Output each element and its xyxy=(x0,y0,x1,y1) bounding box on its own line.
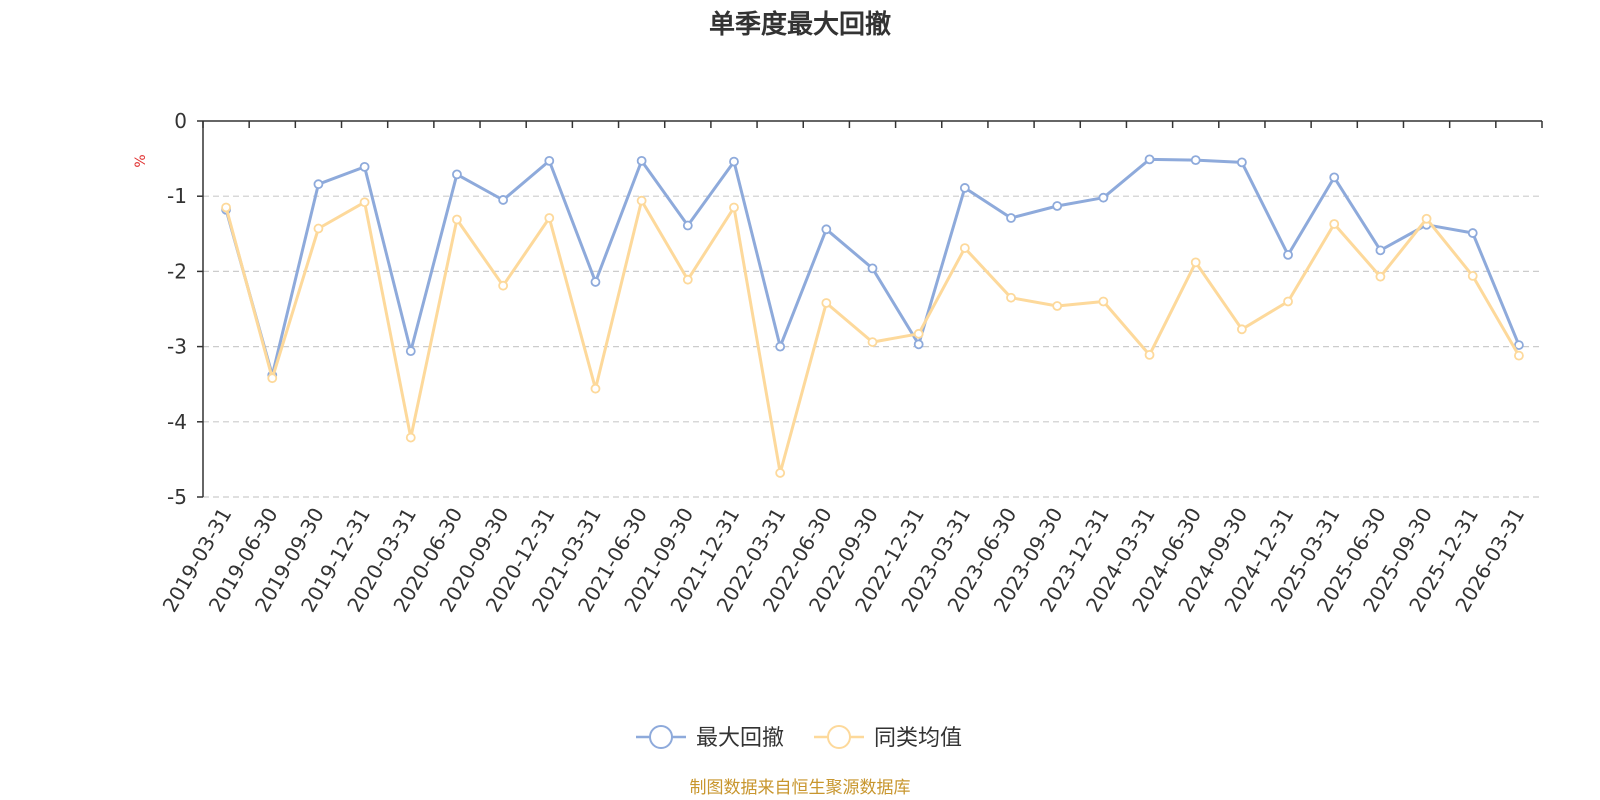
data-point xyxy=(498,195,509,205)
chart-title: 单季度最大回撤 xyxy=(709,9,891,40)
data-point xyxy=(636,195,647,206)
data-point xyxy=(1329,219,1340,229)
data-point xyxy=(1514,340,1524,350)
data-point xyxy=(1144,349,1155,360)
series-line xyxy=(224,199,1521,475)
data-point xyxy=(1144,154,1155,165)
data-point xyxy=(1236,157,1247,168)
y-tick-label: 0 xyxy=(174,109,187,133)
data-point xyxy=(682,220,693,231)
data-point xyxy=(775,341,786,352)
data-point xyxy=(913,339,924,350)
data-point xyxy=(1421,213,1432,224)
y-tick-label: -1 xyxy=(167,184,187,208)
data-point xyxy=(913,328,924,339)
data-point xyxy=(1052,301,1063,311)
data-point xyxy=(1236,324,1247,335)
legend-item[interactable]: 最大回撤 xyxy=(636,725,784,751)
data-point xyxy=(1098,192,1109,203)
data-point xyxy=(1283,296,1293,307)
data-point xyxy=(590,277,601,287)
data-point xyxy=(1098,296,1109,307)
data-point xyxy=(682,274,693,285)
data-point xyxy=(1375,245,1386,256)
legend: 最大回撤 同类均值 xyxy=(636,725,962,751)
data-point xyxy=(359,197,370,208)
data-point xyxy=(498,280,509,291)
data-point xyxy=(1006,213,1016,223)
data-point xyxy=(359,161,370,172)
data-point xyxy=(1190,257,1201,268)
data-point xyxy=(636,155,647,166)
data-point xyxy=(821,224,832,235)
data-point xyxy=(1375,271,1386,282)
data-point xyxy=(544,213,555,223)
data-point xyxy=(1052,201,1063,211)
data-point xyxy=(405,432,416,443)
data-point xyxy=(221,202,231,213)
data-point xyxy=(867,263,878,274)
data-point xyxy=(867,337,878,347)
legend-item[interactable]: 同类均值 xyxy=(814,725,962,751)
series-lines xyxy=(221,154,1524,478)
data-point xyxy=(267,373,278,384)
legend-label: 最大回撤 xyxy=(696,726,784,751)
data-point xyxy=(590,383,601,394)
data-point xyxy=(313,223,324,234)
series-2 xyxy=(221,195,1524,478)
data-point xyxy=(1467,271,1478,281)
data-point xyxy=(405,346,416,357)
data-point xyxy=(959,183,970,193)
y-tick-label: -2 xyxy=(167,259,187,283)
data-point xyxy=(1514,350,1524,361)
data-point xyxy=(544,155,555,166)
data-point xyxy=(1329,172,1340,183)
data-point xyxy=(1467,228,1478,238)
data-point xyxy=(729,202,739,213)
data-point xyxy=(452,169,462,180)
y-axis-unit-label: % xyxy=(133,154,149,167)
y-tick-label: -3 xyxy=(167,335,187,359)
data-point xyxy=(729,156,739,167)
data-point xyxy=(821,298,832,308)
y-tick-label: -4 xyxy=(167,410,187,434)
data-point xyxy=(1190,155,1201,166)
legend-marker-swatch xyxy=(649,725,673,749)
data-point xyxy=(775,468,786,478)
y-tick-label: -5 xyxy=(167,485,187,509)
data-point xyxy=(313,179,324,190)
data-point xyxy=(959,243,970,253)
data-point xyxy=(452,214,462,225)
data-point xyxy=(1006,292,1016,303)
series-1 xyxy=(221,154,1524,381)
data-point xyxy=(1283,249,1293,260)
axes: 0-1-2-3-4-52019-03-312019-06-302019-09-3… xyxy=(158,109,1543,616)
legend-label: 同类均值 xyxy=(874,726,962,751)
legend-marker-swatch xyxy=(827,725,851,749)
data-source-note: 制图数据来自恒生聚源数据库 xyxy=(690,778,911,798)
grid-lines xyxy=(203,195,1542,498)
